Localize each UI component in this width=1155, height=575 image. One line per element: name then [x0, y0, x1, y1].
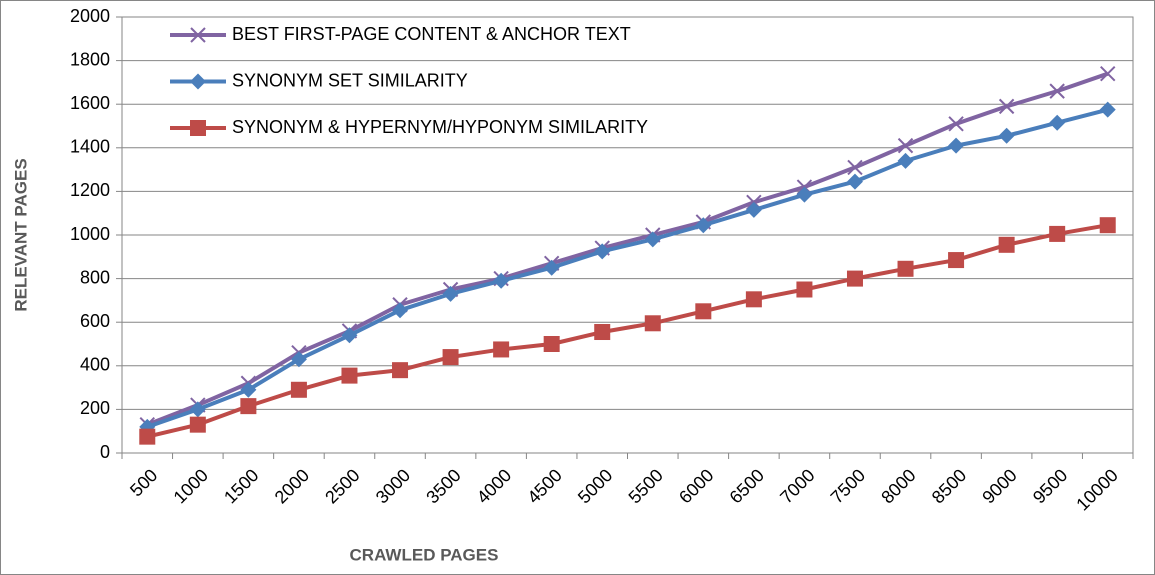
marker-square: [695, 303, 712, 320]
marker-x: [190, 27, 206, 43]
x-axis-title: CRAWLED PAGES: [350, 545, 499, 564]
marker-square: [948, 252, 965, 269]
y-tick-label: 1400: [70, 137, 110, 157]
marker-square: [190, 120, 206, 136]
marker-x: [1100, 65, 1116, 82]
marker-square: [745, 291, 762, 308]
marker-stroke: [998, 98, 1015, 115]
y-tick-label: 0: [100, 442, 110, 462]
marker-diamond: [1049, 114, 1066, 131]
marker-square: [1049, 225, 1066, 242]
marker-square: [897, 260, 914, 277]
marker-diamond: [745, 201, 762, 218]
y-tick-label: 800: [80, 267, 110, 287]
y-tick-label: 1600: [70, 93, 110, 113]
marker-square: [846, 270, 863, 287]
y-tick-label: 1800: [70, 49, 110, 69]
marker-square: [139, 428, 156, 445]
marker-square: [341, 367, 358, 384]
marker-diamond: [644, 231, 661, 248]
marker-diamond: [493, 272, 510, 289]
y-tick-label: 600: [80, 311, 110, 331]
y-tick-label: 400: [80, 355, 110, 375]
marker-diamond: [796, 186, 813, 203]
marker-stroke: [847, 159, 863, 176]
series-line: [146, 107, 1109, 429]
marker-diamond: [290, 351, 307, 368]
marker-square: [240, 398, 257, 415]
y-tick-label: 2000: [70, 6, 110, 26]
marker-square: [290, 381, 307, 398]
marker-diamond: [948, 137, 965, 154]
marker-x: [1049, 83, 1065, 99]
marker-square: [392, 362, 409, 379]
marker-diamond: [190, 73, 206, 90]
marker-stroke: [1049, 83, 1065, 99]
marker-diamond: [695, 217, 712, 234]
legend-label: BEST FIRST-PAGE CONTENT & ANCHOR TEXT: [232, 24, 631, 44]
y-axis-title: RELEVANT PAGES: [11, 158, 30, 311]
marker-x: [948, 116, 964, 132]
marker-diamond: [392, 302, 409, 319]
marker-diamond: [442, 285, 459, 302]
marker-diamond: [240, 381, 257, 398]
marker-diamond: [846, 173, 863, 190]
marker-stroke: [190, 27, 206, 43]
marker-diamond: [543, 259, 560, 276]
marker-x: [998, 98, 1015, 115]
y-tick-label: 200: [80, 398, 110, 418]
legend-label: SYNONYM & HYPERNYM/HYPONYM SIMILARITY: [232, 117, 648, 137]
y-tick-label: 1200: [70, 180, 110, 200]
marker-square: [442, 349, 459, 366]
marker-diamond: [341, 327, 358, 344]
marker-x: [847, 159, 863, 176]
marker-diamond: [189, 401, 206, 418]
marker-diamond: [1099, 101, 1116, 118]
marker-square: [998, 236, 1015, 253]
series-line: [146, 223, 1109, 439]
marker-square: [493, 341, 510, 358]
marker-square: [644, 315, 661, 332]
marker-stroke: [948, 116, 964, 132]
marker-diamond: [897, 152, 914, 169]
marker-stroke: [897, 137, 914, 154]
legend-label: SYNONYM SET SIMILARITY: [232, 70, 468, 90]
marker-square: [189, 416, 206, 433]
marker-square: [1099, 217, 1116, 234]
marker-square: [543, 336, 560, 352]
marker-x: [897, 137, 914, 154]
marker-diamond: [998, 127, 1015, 144]
marker-diamond: [594, 243, 611, 260]
marker-stroke: [1100, 65, 1116, 82]
y-tick-label: 1000: [70, 224, 110, 244]
series-line: [146, 71, 1109, 427]
marker-square: [594, 324, 611, 341]
marker-square: [796, 281, 813, 298]
